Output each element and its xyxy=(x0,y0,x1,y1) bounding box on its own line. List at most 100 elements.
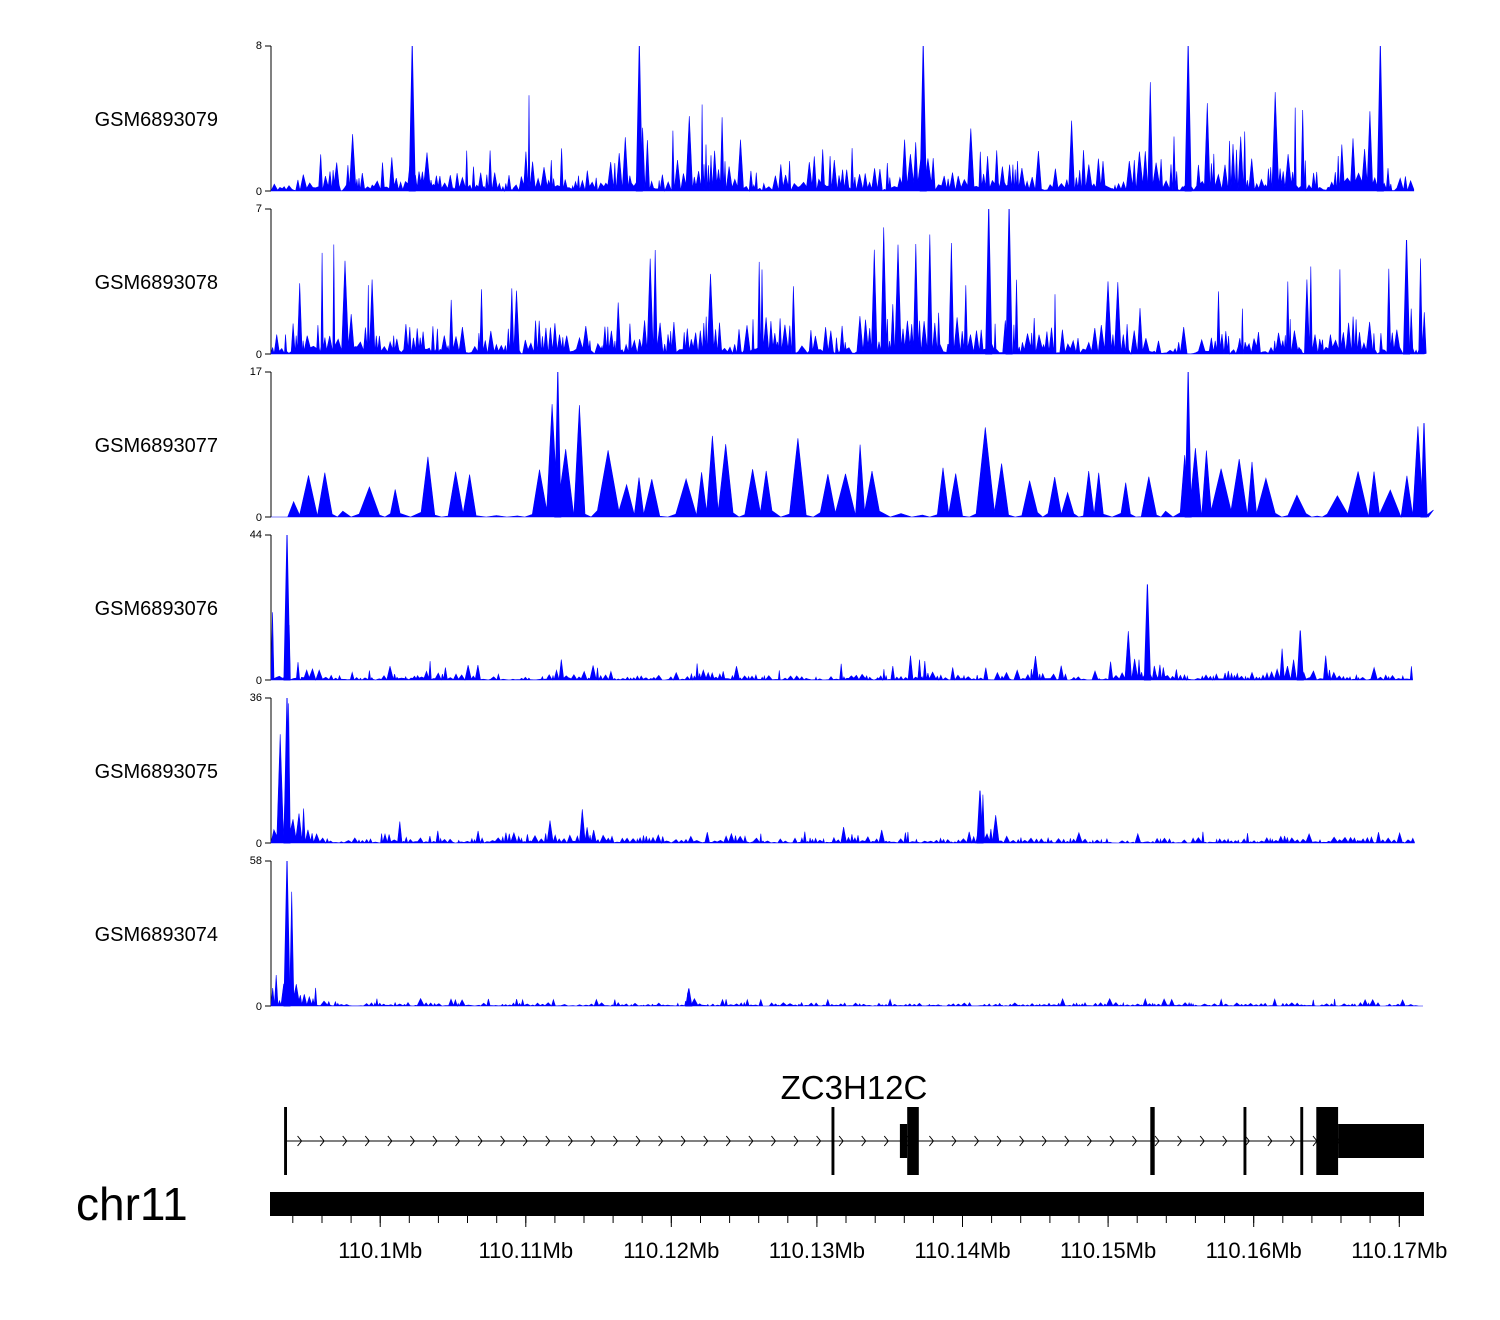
y-axis-max-label: 17 xyxy=(250,366,262,378)
strand-arrow xyxy=(1019,1135,1025,1147)
axis-tick-label: 110.17Mb xyxy=(1351,1238,1447,1263)
strand-arrow xyxy=(793,1135,799,1147)
axis-tick-label: 110.13Mb xyxy=(769,1238,865,1263)
track-label: GSM6893074 xyxy=(95,924,218,946)
coverage-area xyxy=(270,703,1415,845)
strand-arrow xyxy=(1177,1135,1183,1147)
y-axis-max-label: 8 xyxy=(256,40,262,52)
axis-tick-label: 110.12Mb xyxy=(623,1238,719,1263)
strand-arrow xyxy=(567,1135,573,1147)
coverage-peak xyxy=(1376,45,1384,192)
strand-arrow xyxy=(1244,1135,1250,1147)
coverage-peak xyxy=(685,988,693,1007)
strand-arrow xyxy=(1064,1135,1070,1147)
coverage-peak xyxy=(1403,240,1411,355)
coverage-area xyxy=(270,612,1413,682)
coverage-peak xyxy=(919,45,927,192)
coverage-tracks: GSM689307980GSM689307870GSM6893077170GSM… xyxy=(95,40,1434,1013)
y-axis-min-label: 0 xyxy=(256,675,262,687)
strand-arrow xyxy=(432,1135,438,1147)
exon-coding xyxy=(1243,1107,1247,1175)
y-axis-max-label: 58 xyxy=(250,855,262,867)
strand-arrow xyxy=(545,1135,551,1147)
strand-arrow xyxy=(297,1135,303,1147)
strand-arrow xyxy=(1109,1135,1115,1147)
strand-arrow xyxy=(703,1135,709,1147)
strand-arrow xyxy=(771,1135,777,1147)
chromosome-bar xyxy=(270,1192,1424,1216)
coverage-peak xyxy=(1184,371,1192,518)
axis-tick-label: 110.14Mb xyxy=(914,1238,1010,1263)
axis-tick-label: 110.1Mb xyxy=(338,1238,422,1263)
strand-arrow xyxy=(410,1135,416,1147)
track-label: GSM6893079 xyxy=(95,109,218,131)
coverage-peak xyxy=(554,371,562,518)
coverage-area xyxy=(270,227,1427,355)
strand-arrow xyxy=(996,1135,1002,1147)
y-axis-min-label: 0 xyxy=(256,838,262,850)
strand-arrow xyxy=(387,1135,393,1147)
strand-arrow xyxy=(635,1135,641,1147)
gene-name-label: ZC3H12C xyxy=(781,1069,928,1106)
strand-arrow xyxy=(1132,1135,1138,1147)
track-label: GSM6893075 xyxy=(95,761,218,783)
strand-arrow xyxy=(1199,1135,1205,1147)
y-axis-min-label: 0 xyxy=(256,186,262,198)
strand-arrow xyxy=(1222,1135,1228,1147)
exon-utr xyxy=(1338,1124,1424,1158)
coverage-peak xyxy=(1296,630,1304,681)
strand-arrow xyxy=(748,1135,754,1147)
coverage-peak xyxy=(985,208,993,355)
exon-utr xyxy=(899,1124,908,1158)
y-axis-min-label: 0 xyxy=(256,349,262,361)
exon-coding xyxy=(1316,1107,1339,1175)
track-label: GSM6893076 xyxy=(95,598,218,620)
genomic-axis: 110.1Mb 110.11Mb 110.12Mb 110.13Mb 110.14Mb 1… xyxy=(292,1216,1447,1263)
axis-tick-label: 110.16Mb xyxy=(1206,1238,1302,1263)
strand-arrow xyxy=(658,1135,664,1147)
track-label: GSM6893078 xyxy=(95,272,218,294)
exon-coding xyxy=(1300,1107,1304,1175)
strand-arrow xyxy=(342,1135,348,1147)
strand-arrow xyxy=(1041,1135,1047,1147)
y-axis-min-label: 0 xyxy=(256,1001,262,1013)
strand-arrow xyxy=(861,1135,867,1147)
strand-arrow xyxy=(1290,1135,1296,1147)
coverage-area xyxy=(270,891,1423,1007)
strand-arrow xyxy=(838,1135,844,1147)
track-GSM6893074: GSM6893074 58 0 xyxy=(95,855,1423,1013)
coverage-peak xyxy=(408,45,416,192)
axis-tick-label: 110.15Mb xyxy=(1060,1238,1156,1263)
y-axis-max-label: 36 xyxy=(250,692,262,704)
track-GSM6893079: GSM6893079 8 0 xyxy=(95,40,1415,198)
gene-model xyxy=(284,1107,1424,1175)
strand-arrow xyxy=(1086,1135,1092,1147)
strand-arrow xyxy=(319,1135,325,1147)
strand-arrow xyxy=(816,1135,822,1147)
strand-arrow xyxy=(613,1135,619,1147)
strand-arrow xyxy=(522,1135,528,1147)
strand-arrow xyxy=(590,1135,596,1147)
y-axis-max-label: 7 xyxy=(256,203,262,215)
strand-arrow xyxy=(455,1135,461,1147)
coverage-peak xyxy=(976,790,984,844)
strand-arrow xyxy=(680,1135,686,1147)
axis-tick-label: 110.11Mb xyxy=(479,1238,574,1263)
strand-arrow xyxy=(951,1135,957,1147)
strand-arrow xyxy=(929,1135,935,1147)
strand-arrow xyxy=(477,1135,483,1147)
track-GSM6893078: GSM6893078 7 0 xyxy=(95,203,1427,361)
coverage-peak xyxy=(283,860,291,1007)
track-GSM6893077: GSM6893077 17 0 xyxy=(95,366,1434,524)
coverage-peak xyxy=(283,697,291,844)
track-label: GSM6893077 xyxy=(95,435,218,457)
exon-coding xyxy=(1150,1107,1155,1175)
coverage-peak xyxy=(283,534,291,681)
strand-arrow xyxy=(364,1135,370,1147)
chromosome-label: chr11 xyxy=(76,1178,188,1230)
coverage-peak xyxy=(1184,45,1192,192)
strand-arrow xyxy=(974,1135,980,1147)
coverage-peak xyxy=(1143,584,1151,681)
track-GSM6893075: GSM6893075 36 0 xyxy=(95,692,1415,850)
